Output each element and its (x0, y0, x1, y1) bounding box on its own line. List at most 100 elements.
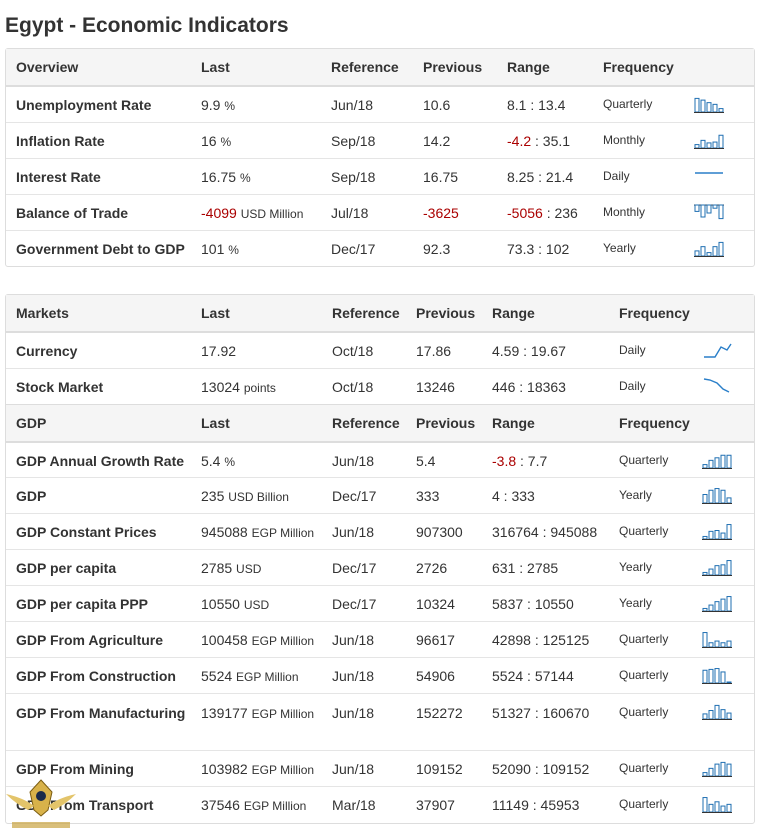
range-cell: 4 : 333 (482, 477, 609, 514)
indicator-name-link[interactable]: Balance of Trade (6, 193, 191, 230)
sparkline-bar (720, 598, 726, 612)
indicator-name-link[interactable]: GDP From Agriculture (6, 621, 191, 658)
frequency-label: Quarterly (609, 657, 701, 694)
last-unit: points (243, 380, 276, 395)
indicator-row-inflation-rate[interactable]: Inflation Rate 16 % Sep/18 14.2 -4.2 : 35.1 M… (6, 121, 754, 158)
sparkline-bar (706, 102, 712, 113)
header-frequency: Frequency (593, 49, 693, 87)
sparkline-chart[interactable] (693, 201, 725, 223)
sparkline-chart[interactable] (701, 484, 733, 506)
last-cell: 17.92 (191, 331, 322, 368)
range-low: 8.1 (507, 97, 527, 113)
range-low: 4.59 (492, 343, 520, 359)
sparkline-chart[interactable] (693, 93, 725, 115)
indicator-row-gdp-annual-growth-rate[interactable]: GDP Annual Growth Rate 5.4 % Jun/18 5.4 -3.8… (6, 441, 754, 478)
indicator-row-interest-rate[interactable]: Interest Rate 16.75 % Sep/18 16.75 8.25 : 21… (6, 157, 754, 194)
indicator-row-gdp-per-capita-ppp[interactable]: GDP per capita PPP 10550 USD Dec/17 10324 58… (6, 585, 754, 622)
sparkline-bar (726, 803, 732, 813)
sparkline-bar (700, 99, 706, 113)
indicator-row-gdp-from-construction[interactable]: GDP From Construction 5524 EGP Million Jun… (6, 657, 754, 694)
range-separator: : (542, 204, 555, 221)
sparkline-chart[interactable] (701, 449, 733, 471)
sparkline-chart[interactable] (701, 757, 733, 779)
indicator-name-link[interactable]: Inflation Rate (6, 121, 191, 158)
sparkline-cell (701, 693, 754, 751)
range-separator: : (519, 343, 531, 359)
sparkline-chart[interactable] (693, 129, 725, 151)
sparkline-bar (726, 763, 732, 777)
indicator-name-link[interactable]: GDP Constant Prices (6, 513, 191, 550)
markets-header-name[interactable]: Markets (6, 295, 191, 333)
sparkline-chart[interactable] (701, 339, 733, 361)
gdp-header-name[interactable]: GDP (6, 403, 191, 443)
sparkline-chart[interactable] (701, 556, 733, 578)
sparkline-chart[interactable] (701, 700, 733, 722)
indicator-row-gdp-per-capita[interactable]: GDP per capita 2785 USD Dec/17 2726 631 : 27… (6, 549, 754, 586)
header-previous: Previous (413, 49, 497, 87)
frequency-label: Yearly (609, 477, 701, 514)
range-low: 73.3 (507, 240, 535, 257)
last-value: 13024 (201, 378, 240, 395)
reference-date: Jun/18 (322, 750, 406, 787)
sparkline-bar (712, 103, 718, 113)
indicator-row-gdp-from-transport[interactable]: GDP From Transport 37546 EGP Million Mar/1… (6, 786, 754, 823)
indicator-name-link[interactable]: Unemployment Rate (6, 85, 191, 122)
previous-cell: 54906 (406, 657, 482, 694)
indicator-row-gdp-from-agriculture[interactable]: GDP From Agriculture 100458 EGP Million Ju… (6, 621, 754, 658)
overview-header-name[interactable]: Overview (6, 49, 191, 87)
sparkline-chart[interactable] (701, 628, 733, 650)
indicator-row-gdp-from-manufacturing[interactable]: GDP From Manufacturing 139177 EGP Million… (6, 693, 754, 751)
sparkline-chart[interactable] (701, 664, 733, 686)
indicator-name-link[interactable]: Currency (6, 331, 191, 368)
sparkline-bar (702, 571, 708, 576)
range-cell: 316764 : 945088 (482, 513, 609, 550)
sparkline-bar (702, 713, 708, 720)
indicator-name-link[interactable]: GDP per capita (6, 549, 191, 586)
indicator-row-balance-of-trade[interactable]: Balance of Trade -4099 USD Million Jul/18-… (6, 193, 754, 230)
sparkline-chart[interactable] (701, 520, 733, 542)
indicator-name-link[interactable]: GDP From Mining (6, 750, 191, 787)
sparkline-chart[interactable] (693, 165, 725, 187)
indicator-name-link[interactable]: GDP per capita PPP (6, 585, 191, 622)
last-cell: 235 USD Billion (191, 477, 322, 514)
range-low: 5524 (492, 668, 524, 684)
previous-cell: 5.4 (406, 441, 482, 478)
sparkline-chart[interactable] (701, 592, 733, 614)
sparkline-chart[interactable] (701, 375, 733, 397)
markets-header-row: Markets Last Reference Previous Range Fr… (6, 295, 754, 333)
reference-date: Oct/18 (322, 331, 406, 368)
last-cell: 103982 EGP Million (191, 750, 322, 787)
last-value: 100458 (201, 632, 248, 648)
sparkline-bar (726, 712, 732, 720)
range-separator: : (530, 705, 543, 721)
header-chart (701, 403, 754, 443)
indicator-name-link[interactable]: GDP From Manufacturing (6, 693, 191, 751)
sparkline-bar (708, 668, 714, 684)
indicator-name-link[interactable]: GDP Annual Growth Rate (6, 441, 191, 478)
last-value: 16.75 (201, 168, 237, 185)
sparkline-chart[interactable] (701, 793, 733, 815)
indicator-row-unemployment-rate[interactable]: Unemployment Rate 9.9 % Jun/18 10.6 8.1 : 13… (6, 85, 754, 122)
last-cell: 37546 EGP Million (191, 786, 322, 823)
sparkline-cell (693, 193, 754, 230)
reference-date: Jun/18 (322, 621, 406, 658)
indicator-name-link[interactable]: Stock Market (6, 367, 191, 404)
indicator-name-link[interactable]: Interest Rate (6, 157, 191, 194)
sparkline-chart[interactable] (693, 237, 725, 259)
indicator-row-gdp[interactable]: GDP 235 USD Billion Dec/17 333 4 : 333 Yearly (6, 477, 754, 514)
reference-date: Jul/18 (321, 193, 413, 230)
markets-gdp-panel: Markets Last Reference Previous Range Fr… (5, 294, 755, 824)
range-cell: 5837 : 10550 (482, 585, 609, 622)
last-cell: 13024 points (191, 367, 322, 404)
range-high: 19.67 (530, 343, 566, 359)
indicator-row-currency[interactable]: Currency 17.92 Oct/18 17.86 4.59 : 19.67 Dail… (6, 331, 754, 368)
sparkline-bar (720, 709, 726, 720)
indicator-row-government-debt-to-gdp[interactable]: Government Debt to GDP 101 % Dec/17 92.3 73.… (6, 229, 754, 266)
indicator-row-gdp-constant-prices[interactable]: GDP Constant Prices 945088 EGP Million Jun… (6, 513, 754, 550)
indicator-row-stock-market[interactable]: Stock Market 13024 points Oct/18 13246 446 :… (6, 367, 754, 404)
indicator-name-link[interactable]: GDP From Construction (6, 657, 191, 694)
indicator-name-link[interactable]: GDP (6, 477, 191, 514)
previous-value: 37907 (416, 797, 455, 813)
indicator-name-link[interactable]: Government Debt to GDP (6, 229, 191, 266)
indicator-row-gdp-from-mining[interactable]: GDP From Mining 103982 EGP Million Jun/18 1… (6, 750, 754, 787)
